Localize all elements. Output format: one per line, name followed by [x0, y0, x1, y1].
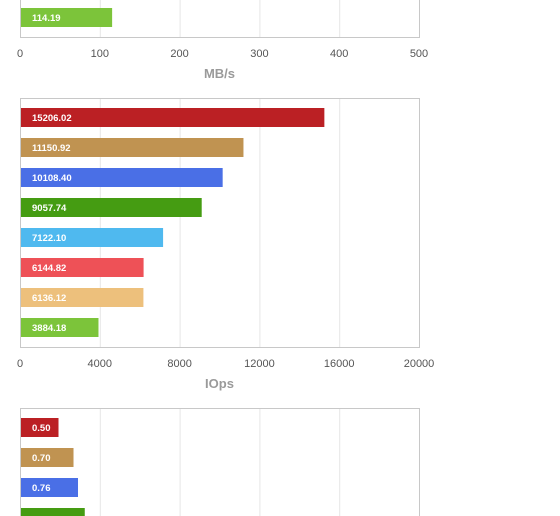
bar-value-label: 11150.92 — [32, 143, 71, 154]
x-tick-label: 0 — [17, 48, 23, 60]
bar-value-label: 15206.02 — [32, 113, 72, 124]
x-tick-label: 8000 — [167, 358, 191, 370]
bar-value-label: 9057.74 — [32, 203, 67, 214]
bar — [21, 508, 85, 516]
x-tick-label: 20000 — [404, 358, 435, 370]
bar — [21, 138, 244, 157]
x-tick-label: 0 — [17, 358, 23, 370]
bar-value-label: 0.50 — [32, 423, 51, 434]
plot-frame — [20, 408, 420, 516]
x-tick-label: 200 — [170, 48, 188, 60]
bar-value-label: 114.19 — [32, 13, 61, 24]
bar-value-label: 3884.18 — [32, 323, 66, 334]
x-axis-title: IOps — [205, 376, 234, 391]
x-tick-label: 12000 — [244, 358, 275, 370]
x-axis-title: MB/s — [204, 66, 235, 81]
bar-value-label: 7122.10 — [32, 233, 66, 244]
bar-value-label: 0.76 — [32, 483, 51, 494]
bar — [21, 258, 144, 277]
bar-value-label: 10108.40 — [32, 173, 72, 184]
plot-frame — [20, 98, 420, 348]
bar — [21, 478, 79, 497]
bar-value-label: 6136.12 — [32, 293, 66, 304]
bar — [21, 288, 144, 307]
bar-value-label: 6144.82 — [32, 263, 66, 274]
x-tick-label: 300 — [250, 48, 268, 60]
bar — [21, 448, 74, 467]
bar — [21, 168, 223, 187]
x-tick-label: 100 — [91, 48, 109, 60]
x-tick-label: 500 — [410, 48, 428, 60]
bar — [21, 318, 99, 337]
x-tick-label: 400 — [330, 48, 348, 60]
bar-value-label: 0.70 — [32, 453, 51, 464]
bar — [21, 8, 113, 27]
x-tick-label: 16000 — [324, 358, 355, 370]
bar — [21, 418, 59, 437]
bar — [21, 198, 202, 217]
x-tick-label: 4000 — [88, 358, 112, 370]
bar — [21, 228, 164, 247]
bar — [21, 108, 325, 127]
